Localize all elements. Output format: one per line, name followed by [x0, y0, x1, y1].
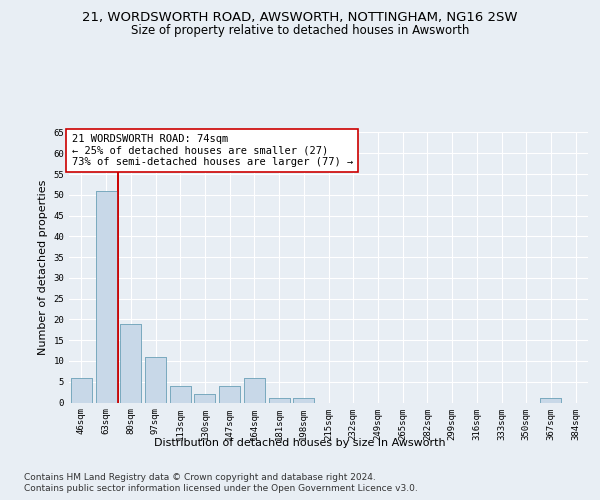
Bar	[541, 398, 562, 402]
Bar	[194, 394, 215, 402]
Bar	[170, 386, 191, 402]
Text: 21 WORDSWORTH ROAD: 74sqm
← 25% of detached houses are smaller (27)
73% of semi-: 21 WORDSWORTH ROAD: 74sqm ← 25% of detac…	[71, 134, 353, 167]
Bar	[71, 378, 92, 402]
Bar	[145, 357, 166, 403]
Bar	[120, 324, 141, 402]
Bar	[95, 190, 116, 402]
Bar	[244, 378, 265, 402]
Bar	[95, 190, 116, 402]
Bar	[219, 386, 240, 402]
Bar	[170, 386, 191, 402]
Y-axis label: Number of detached properties: Number of detached properties	[38, 180, 48, 355]
Text: Contains public sector information licensed under the Open Government Licence v3: Contains public sector information licen…	[24, 484, 418, 493]
Bar	[269, 398, 290, 402]
Bar	[541, 398, 562, 402]
Text: Contains HM Land Registry data © Crown copyright and database right 2024.: Contains HM Land Registry data © Crown c…	[24, 472, 376, 482]
Bar	[293, 398, 314, 402]
Bar	[269, 398, 290, 402]
Bar	[145, 357, 166, 403]
Bar	[71, 378, 92, 402]
Bar	[244, 378, 265, 402]
Text: Size of property relative to detached houses in Awsworth: Size of property relative to detached ho…	[131, 24, 469, 37]
Bar	[293, 398, 314, 402]
Bar	[194, 394, 215, 402]
Text: 21, WORDSWORTH ROAD, AWSWORTH, NOTTINGHAM, NG16 2SW: 21, WORDSWORTH ROAD, AWSWORTH, NOTTINGHA…	[82, 11, 518, 24]
Bar	[120, 324, 141, 402]
Text: Distribution of detached houses by size in Awsworth: Distribution of detached houses by size …	[154, 438, 446, 448]
Bar	[219, 386, 240, 402]
